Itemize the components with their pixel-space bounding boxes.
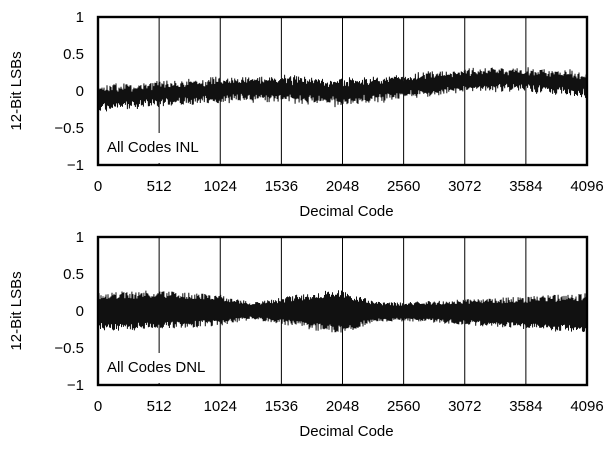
dnl-annotation: All Codes DNL <box>107 359 205 376</box>
inl-annotation: All Codes INL <box>107 139 199 156</box>
inl-x-tick-label: 2048 <box>326 178 359 195</box>
dnl-y-tick-label: 0 <box>76 303 84 320</box>
inl-y-tick-label: 0.5 <box>63 46 84 63</box>
inl-y-tick-label: 1 <box>76 9 84 26</box>
inl-x-tick-label: 4096 <box>570 178 603 195</box>
dnl-x-tick-label: 3072 <box>448 398 481 415</box>
dnl-y-tick-label: −0.5 <box>54 340 84 357</box>
inl-x-tick-labels: 0 512 1024 1536 2048 2560 3072 3584 4096 <box>94 178 604 195</box>
dnl-series-line <box>97 289 588 333</box>
inl-series-line <box>97 67 588 112</box>
dnl-y-tick-label: 1 <box>76 229 84 246</box>
dnl-y-tick-label: 0.5 <box>63 266 84 283</box>
inl-x-tick-label: 512 <box>147 178 172 195</box>
dnl-x-axis-title: Decimal Code <box>299 423 393 440</box>
dnl-x-tick-label: 3584 <box>509 398 542 415</box>
dnl-trace <box>97 289 588 333</box>
inl-x-tick-label: 1024 <box>204 178 237 195</box>
dnl-y-tick-labels: 1 0.5 0 −0.5 −1 <box>54 229 84 394</box>
dnl-x-tick-label: 0 <box>94 398 102 415</box>
inl-x-axis-title: Decimal Code <box>299 203 393 220</box>
dnl-plot-frame <box>96 235 589 387</box>
inl-panel: All Codes INL 1 0.5 0 −0.5 −1 0 512 1024 1536 20… <box>8 9 604 220</box>
inl-y-tick-label: −1 <box>67 157 84 174</box>
inl-x-tick-label: 1536 <box>265 178 298 195</box>
dnl-x-tick-label: 1024 <box>204 398 237 415</box>
dnl-x-tick-label: 2560 <box>387 398 420 415</box>
dnl-y-tick-label: −1 <box>67 377 84 394</box>
inl-trace <box>97 67 588 112</box>
dnl-x-tick-labels: 0 512 1024 1536 2048 2560 3072 3584 4096 <box>94 398 604 415</box>
inl-plot-frame <box>96 15 589 167</box>
inl-y-axis-title: 12-Bit LSBs <box>8 51 25 130</box>
inl-annotation-background <box>100 133 208 163</box>
dnl-x-tick-label: 2048 <box>326 398 359 415</box>
inl-x-tick-label: 3584 <box>509 178 542 195</box>
dnl-annotation-background <box>100 353 215 383</box>
dnl-y-axis-title: 12-Bit LSBs <box>8 271 25 350</box>
inl-y-tick-label: 0 <box>76 83 84 100</box>
dnl-x-tick-label: 512 <box>147 398 172 415</box>
dnl-x-tick-label: 4096 <box>570 398 603 415</box>
inl-y-tick-labels: 1 0.5 0 −0.5 −1 <box>54 9 84 174</box>
inl-x-tick-label: 3072 <box>448 178 481 195</box>
inl-y-tick-label: −0.5 <box>54 120 84 137</box>
dnl-panel: All Codes DNL 1 0.5 0 −0.5 −1 0 512 1024 1536 20… <box>8 229 604 440</box>
inl-x-tick-label: 2560 <box>387 178 420 195</box>
inl-x-tick-label: 0 <box>94 178 102 195</box>
dnl-x-tick-label: 1536 <box>265 398 298 415</box>
